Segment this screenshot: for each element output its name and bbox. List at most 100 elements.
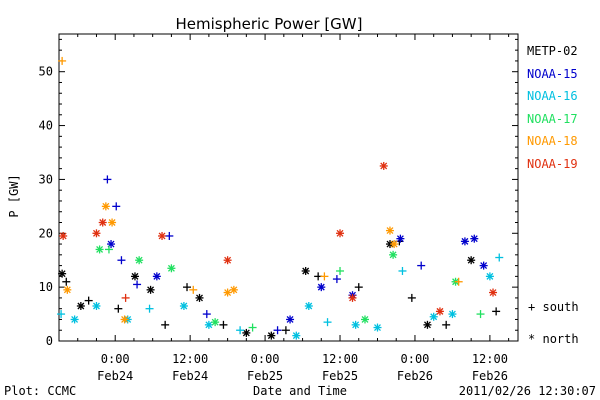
data-point-north [58,269,67,278]
data-point-south [442,320,451,329]
data-point-north [107,240,116,249]
data-point-south [84,296,93,305]
data-point-north [423,320,432,329]
plot-frame [58,33,519,342]
legend-item: NOAA-16 [527,89,578,103]
x-tick-time-label: 12:00 [322,352,358,366]
x-tick-time-label: 0:00 [401,352,430,366]
data-points [57,56,504,340]
data-point-south [117,256,126,265]
data-point-north [70,315,79,324]
data-point-south [112,202,121,211]
data-point-north [361,315,369,324]
data-point-north [485,272,494,281]
data-point-north [479,261,488,270]
data-point-south [57,310,66,319]
data-point-north [120,315,129,324]
data-point-north [489,288,498,297]
south-label: south [542,300,579,314]
y-tick-label: 30 [39,172,53,186]
data-point-south [354,283,363,292]
data-point-south [161,320,170,329]
x-tick-date-label: Feb24 [97,369,133,383]
data-point-north [92,301,101,310]
data-point-north [467,256,476,265]
series-legend: METP-02 NOAA-15 NOAA-16 NOAA-17 NOAA-18 NOAA-… [527,40,578,175]
data-point-north [301,266,310,275]
plot-timestamp: 2011/02/26 12:30:07 [459,384,596,398]
data-point-south [62,277,71,286]
data-point-north [351,320,360,329]
data-point-north [135,256,144,265]
x-tick-date-label: Feb26 [472,369,508,383]
data-point-north [76,301,85,310]
legend-item: NOAA-19 [527,156,578,171]
x-tick-date-label: Feb24 [172,369,208,383]
x-tick-time-label: 0:00 [251,352,280,366]
data-point-north [98,218,107,227]
x-axis-label: Date and Time [253,384,347,398]
data-point-south [114,304,123,313]
data-point-north [242,328,251,337]
data-point-north [348,293,357,302]
data-point-north [448,310,457,319]
data-point-north [167,264,176,273]
data-point-south [407,293,416,302]
data-point-north [379,161,388,170]
data-point-south [236,326,245,335]
data-point-north [385,226,394,235]
north-label: north [542,332,579,346]
x-tick-date-label: Feb26 [397,369,433,383]
north-symbol: * [528,332,536,346]
data-point-north [286,315,295,324]
data-point-north [152,272,161,281]
south-symbol: + [528,300,536,314]
x-tick-time-label: 12:00 [472,352,508,366]
data-point-south [281,326,290,335]
data-point-north [195,293,204,302]
data-point-north [59,231,68,240]
data-point-south [273,326,282,335]
data-point-south [336,266,345,275]
plot-credit: Plot: CCMC [4,384,76,398]
data-point-south [320,272,329,281]
data-point-south [332,275,341,284]
y-tick-label: 50 [39,65,53,79]
data-point-north [63,285,72,294]
x-tick-time-label: 0:00 [101,352,130,366]
hemisphere-legend-north: * north [528,332,579,346]
y-axis-label: P [GW] [7,174,21,217]
data-point-north [223,256,232,265]
chart-title: Hemispheric Power [GW] [176,15,363,33]
data-point-north [470,234,479,243]
data-point-north [158,231,167,240]
data-point-north [396,234,405,243]
data-point-north [204,320,213,329]
data-point-north [390,240,399,249]
data-point-south [219,320,228,329]
data-point-south [492,307,501,316]
data-point-south [189,285,198,294]
data-point-south [58,56,67,65]
data-point-north [267,331,276,340]
data-point-north [292,331,301,340]
y-tick-label: 20 [39,226,53,240]
data-point-north [146,285,155,294]
legend-item: NOAA-18 [527,134,578,148]
data-point-north [229,285,238,294]
data-point-north [130,272,139,281]
data-point-south [104,245,113,254]
data-point-south [133,280,142,289]
data-point-south [398,266,407,275]
x-tick-date-label: Feb25 [247,369,283,383]
data-point-north [108,218,117,227]
data-point-north [95,245,104,254]
y-tick-label: 10 [39,280,53,294]
data-point-south [145,304,154,313]
data-point-north [460,237,469,246]
data-point-north [435,307,444,316]
data-point-north [211,318,220,327]
data-point-south [165,231,174,240]
plot-axes: 0 10 20 30 40 50 0:00 Feb24 12:00 Feb24 0:00 Feb25 1… [39,33,519,383]
